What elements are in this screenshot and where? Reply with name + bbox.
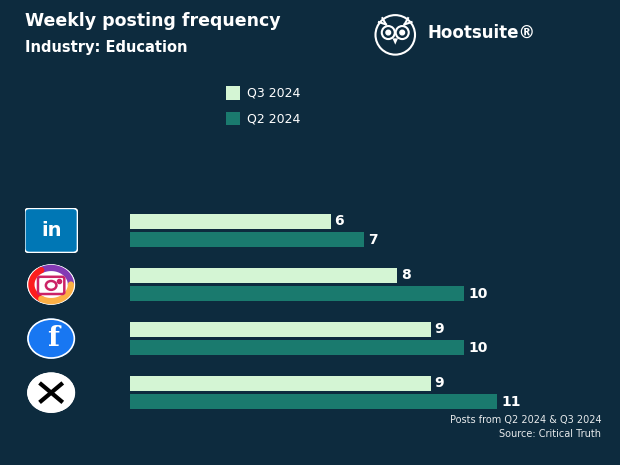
Bar <box>130 340 464 355</box>
Circle shape <box>28 373 74 412</box>
Bar <box>130 376 431 391</box>
Circle shape <box>386 30 391 35</box>
Text: Hootsuite®: Hootsuite® <box>428 24 536 42</box>
Text: Q3 2024: Q3 2024 <box>247 86 301 100</box>
Circle shape <box>28 265 74 304</box>
Text: Q2 2024: Q2 2024 <box>247 112 301 125</box>
Polygon shape <box>392 39 398 45</box>
Text: in: in <box>41 221 61 240</box>
Circle shape <box>28 319 74 358</box>
Text: 9: 9 <box>435 377 445 391</box>
Text: 6: 6 <box>335 214 344 228</box>
Bar <box>130 286 464 301</box>
Text: Weekly posting frequency: Weekly posting frequency <box>25 12 280 30</box>
Text: 11: 11 <box>502 395 521 409</box>
Bar <box>130 394 497 409</box>
Text: 10: 10 <box>468 287 487 301</box>
Bar <box>130 268 397 283</box>
Bar <box>130 232 364 247</box>
Text: 7: 7 <box>368 232 378 246</box>
Text: 10: 10 <box>468 341 487 355</box>
Circle shape <box>400 30 404 35</box>
Text: Posts from Q2 2024 & Q3 2024
Source: Critical Truth: Posts from Q2 2024 & Q3 2024 Source: Cri… <box>450 415 601 439</box>
Text: Industry: Education: Industry: Education <box>25 40 187 54</box>
Text: 8: 8 <box>401 268 411 282</box>
Text: f: f <box>47 325 60 352</box>
Bar <box>130 214 330 229</box>
Text: 9: 9 <box>435 322 445 336</box>
FancyBboxPatch shape <box>25 208 78 252</box>
Bar <box>130 322 431 337</box>
